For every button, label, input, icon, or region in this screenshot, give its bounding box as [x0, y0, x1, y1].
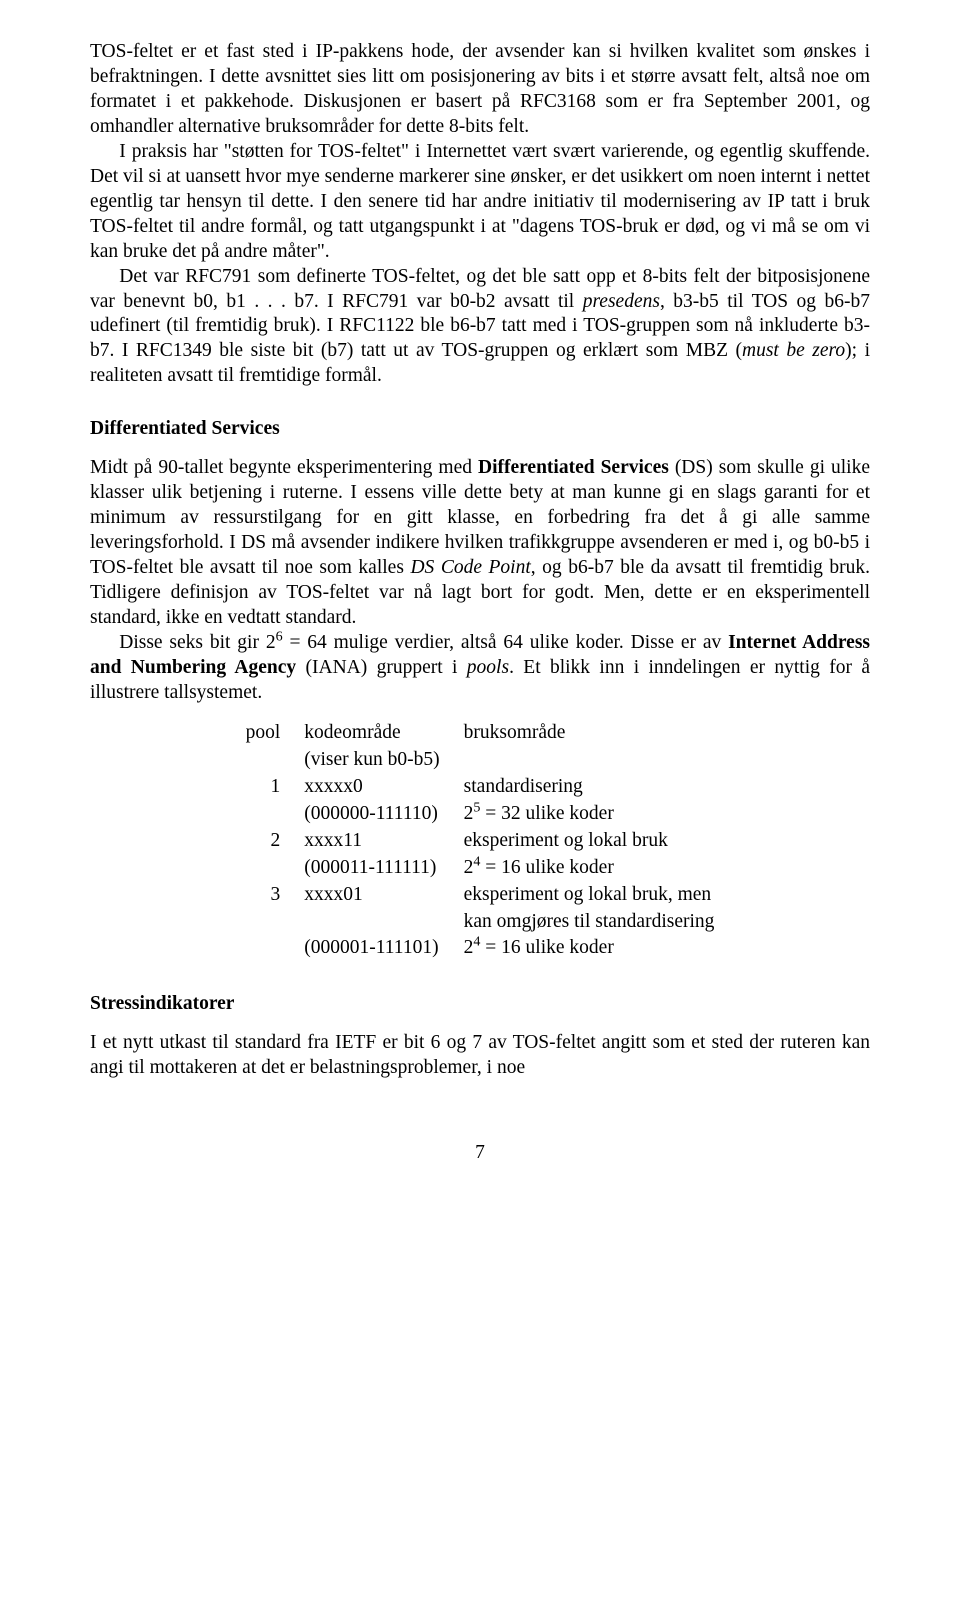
p5-pools: pools — [467, 657, 509, 678]
th-code: kodeområde — [292, 720, 451, 747]
paragraph-5: Disse seks bit gir 26 = 64 mulige verdie… — [90, 631, 870, 706]
p4-dscp: DS Code Point — [410, 557, 530, 578]
r1-pool: 1 — [234, 774, 293, 801]
r2-use2: 24 = 16 ulike koder — [452, 855, 727, 882]
pools-table: pool kodeområde bruksområde (viser kun b… — [234, 720, 727, 965]
paragraph-4: Midt på 90-tallet begynte eksperimenteri… — [90, 456, 870, 631]
table-header-sub-row: (viser kun b0-b5) — [234, 747, 727, 774]
p5a: Disse seks bit gir 2 — [119, 632, 275, 653]
r2-sub: (000011-111111) — [292, 855, 451, 882]
p3-must: must be zero — [742, 340, 845, 361]
r3-pool: 3 — [234, 882, 293, 909]
table-row-3b: kan omgjøres til standardisering — [234, 909, 727, 936]
r3-sub: (000001-111101) — [292, 935, 451, 962]
p5b: = 64 mulige verdier, altså 64 ulike kode… — [283, 632, 729, 653]
r1-code: xxxxx0 — [292, 774, 451, 801]
th-pool: pool — [234, 720, 293, 747]
section-head-ds: Differentiated Services — [90, 417, 870, 442]
r3-use: eksperiment og lokal bruk, men — [452, 882, 727, 909]
r2-use: eksperiment og lokal bruk — [452, 828, 727, 855]
paragraph-1: TOS-feltet er et fast sted i IP-pakkens … — [90, 40, 870, 140]
r2-code: xxxx11 — [292, 828, 451, 855]
r3-code: xxxx01 — [292, 882, 451, 909]
r2-pool: 2 — [234, 828, 293, 855]
p4a: Midt på 90-tallet begynte eksperimenteri… — [90, 457, 478, 478]
p3-presedens: presedens — [583, 291, 660, 312]
p4-ds: Differentiated Services — [478, 457, 669, 478]
th-sub: (viser kun b0-b5) — [292, 747, 451, 774]
paragraph-3: Det var RFC791 som definerte TOS-feltet,… — [90, 265, 870, 390]
table-bottom-rule — [234, 962, 727, 964]
r1-sub: (000000-111110) — [292, 801, 451, 828]
table-row-2b: (000011-111111) 24 = 16 ulike koder — [234, 855, 727, 882]
table-row-3: 3 xxxx01 eksperiment og lokal bruk, men — [234, 882, 727, 909]
p5-sup1: 6 — [276, 628, 283, 644]
r3-use2: 24 = 16 ulike koder — [452, 935, 727, 962]
table-row-1: 1 xxxxx0 standardisering — [234, 774, 727, 801]
r1-use2: 25 = 32 ulike koder — [452, 801, 727, 828]
table-header-row: pool kodeområde bruksområde — [234, 720, 727, 747]
r1-use: standardisering — [452, 774, 727, 801]
p5c: (IANA) gruppert i — [296, 657, 467, 678]
th-use: bruksområde — [452, 720, 727, 747]
r3-use-b: kan omgjøres til standardisering — [452, 909, 727, 936]
paragraph-6: I et nytt utkast til standard fra IETF e… — [90, 1031, 870, 1081]
table-row-2: 2 xxxx11 eksperiment og lokal bruk — [234, 828, 727, 855]
section-head-stress: Stressindikatorer — [90, 992, 870, 1017]
table-row-3c: (000001-111101) 24 = 16 ulike koder — [234, 935, 727, 962]
paragraph-2: I praksis har "støtten for TOS-feltet" i… — [90, 140, 870, 265]
table-row-1b: (000000-111110) 25 = 32 ulike koder — [234, 801, 727, 828]
page-number: 7 — [90, 1141, 870, 1166]
